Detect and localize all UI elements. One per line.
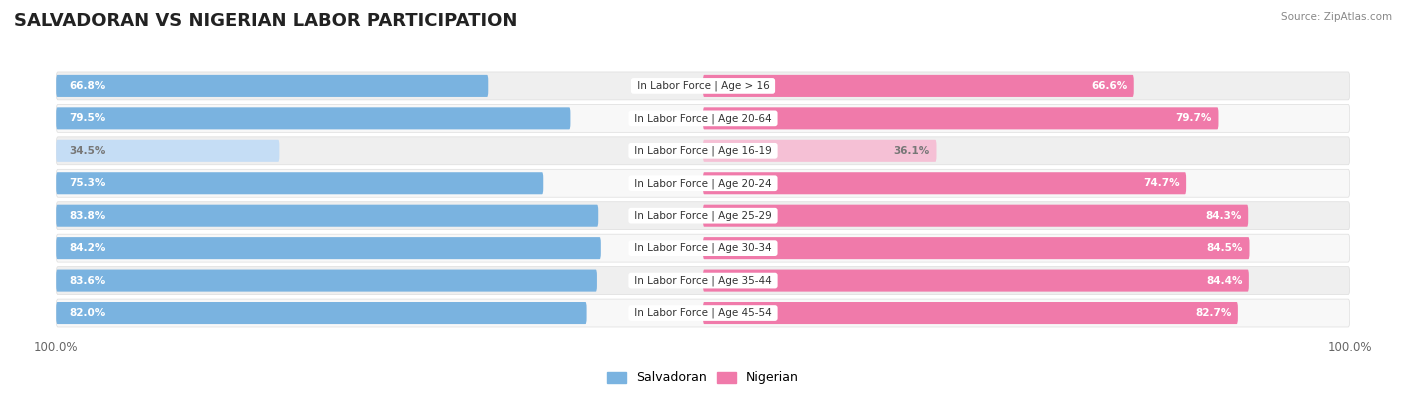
Text: In Labor Force | Age 35-44: In Labor Force | Age 35-44 [631,275,775,286]
FancyBboxPatch shape [703,269,1249,292]
Text: 79.5%: 79.5% [69,113,105,123]
FancyBboxPatch shape [703,75,1133,97]
Text: 84.3%: 84.3% [1205,211,1241,221]
Text: 34.5%: 34.5% [69,146,105,156]
Text: 83.8%: 83.8% [69,211,105,221]
FancyBboxPatch shape [56,269,598,292]
FancyBboxPatch shape [56,302,586,324]
Text: In Labor Force | Age 20-24: In Labor Force | Age 20-24 [631,178,775,188]
FancyBboxPatch shape [56,234,1350,262]
Text: 83.6%: 83.6% [69,276,105,286]
Text: 79.7%: 79.7% [1175,113,1212,123]
Text: In Labor Force | Age > 16: In Labor Force | Age > 16 [634,81,772,91]
Text: In Labor Force | Age 30-34: In Labor Force | Age 30-34 [631,243,775,254]
FancyBboxPatch shape [56,237,600,259]
FancyBboxPatch shape [56,75,488,97]
Text: 82.0%: 82.0% [69,308,105,318]
Legend: Salvadoran, Nigerian: Salvadoran, Nigerian [602,367,804,389]
FancyBboxPatch shape [56,104,1350,132]
Text: In Labor Force | Age 45-54: In Labor Force | Age 45-54 [631,308,775,318]
FancyBboxPatch shape [56,172,543,194]
Text: 36.1%: 36.1% [894,146,929,156]
Text: Source: ZipAtlas.com: Source: ZipAtlas.com [1281,12,1392,22]
Text: 84.2%: 84.2% [69,243,105,253]
FancyBboxPatch shape [703,205,1249,227]
FancyBboxPatch shape [56,169,1350,197]
FancyBboxPatch shape [56,72,1350,100]
FancyBboxPatch shape [56,299,1350,327]
FancyBboxPatch shape [56,205,598,227]
Text: 66.6%: 66.6% [1091,81,1128,91]
FancyBboxPatch shape [703,107,1219,130]
FancyBboxPatch shape [703,172,1187,194]
Text: SALVADORAN VS NIGERIAN LABOR PARTICIPATION: SALVADORAN VS NIGERIAN LABOR PARTICIPATI… [14,12,517,30]
FancyBboxPatch shape [703,237,1250,259]
FancyBboxPatch shape [56,267,1350,295]
Text: In Labor Force | Age 25-29: In Labor Force | Age 25-29 [631,211,775,221]
Text: 74.7%: 74.7% [1143,178,1180,188]
FancyBboxPatch shape [703,302,1237,324]
FancyBboxPatch shape [56,140,280,162]
FancyBboxPatch shape [56,107,571,130]
Text: In Labor Force | Age 20-64: In Labor Force | Age 20-64 [631,113,775,124]
Text: In Labor Force | Age 16-19: In Labor Force | Age 16-19 [631,145,775,156]
FancyBboxPatch shape [56,137,1350,165]
Text: 82.7%: 82.7% [1195,308,1232,318]
FancyBboxPatch shape [56,202,1350,229]
Text: 84.5%: 84.5% [1206,243,1243,253]
Text: 84.4%: 84.4% [1206,276,1243,286]
FancyBboxPatch shape [703,140,936,162]
Text: 75.3%: 75.3% [69,178,105,188]
Text: 66.8%: 66.8% [69,81,105,91]
